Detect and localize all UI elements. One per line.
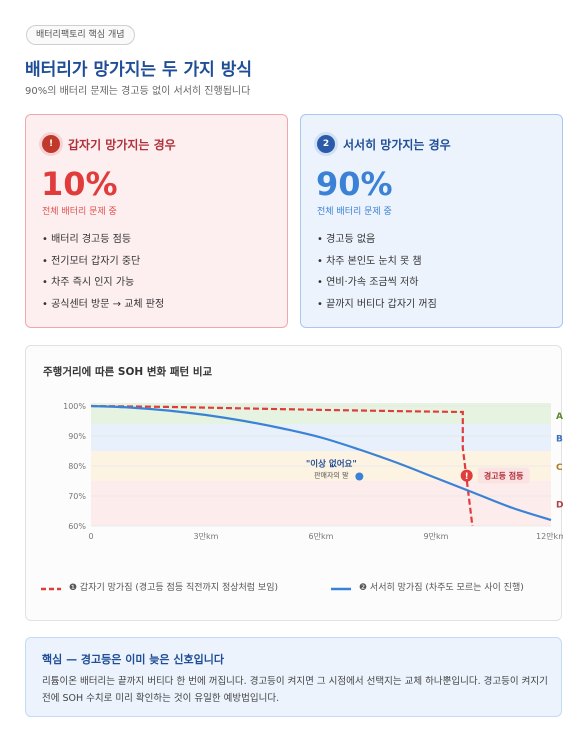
seller-claim-label: "이상 없어요" [306, 459, 357, 470]
sudden-failure-series-line [90, 404, 474, 527]
zone-band-a [91, 403, 551, 424]
list-item: • 공식센터 방문 → 교체 판정 [42, 298, 165, 310]
legend-gradual: ❷ 서서히 망가짐 (차주도 모르는 사이 진행) [331, 581, 556, 595]
sudden-failure-header: ! 갑자기 망가지는 경우 [42, 135, 176, 153]
y-tick-label: 100% [63, 402, 86, 411]
list-item: • 끝까지 버티다 갑자기 꺼짐 [317, 298, 437, 310]
zone-label-c: C [556, 463, 563, 473]
list-item: • 차주 본인도 눈치 못 챔 [317, 255, 422, 267]
note-title: 핵심 — 경고등은 이미 늦은 신호입니다 [42, 653, 224, 666]
gradual-failure-series-line [90, 404, 552, 522]
list-item: • 전기모터 갑자기 중단 [42, 255, 141, 267]
sudden-failure-caption: 전체 배터리 문제 중 [42, 207, 117, 217]
legend-sudden: ❶ 갑자기 망가짐 (경고등 점등 직전까지 정상처럼 보임) [41, 581, 311, 595]
x-tick-label: 12만km [536, 532, 563, 541]
exclamation-icon: ! [42, 135, 60, 153]
gradual-failure-header: 2 서서히 망가지는 경우 [317, 135, 451, 153]
y-tick-label: 80% [68, 462, 86, 471]
sudden-failure-list: • 배터리 경고등 점등 • 전기모터 갑자기 중단 • 차주 즉시 인지 가능… [42, 229, 164, 315]
zone-band-d [91, 481, 551, 526]
x-tick-label: 6만km [309, 532, 334, 541]
chart-title: 주행거리에 따른 SOH 변화 패턴 비교 [43, 366, 213, 378]
gradual-failure-list: • 경고등 없음 • 차주 본인도 눈치 못 챔 • 연비·가속 조금씩 저하 … [317, 229, 437, 315]
soh-chart: A B C D 60% 70% 80% 90% 100% 0 3만km 6만km 9만km 12만km "이… [63, 402, 563, 541]
y-tick-label: 60% [68, 522, 86, 531]
sudden-failure-card: ! 갑자기 망가지는 경우 10% 전체 배터리 문제 중 • 배터리 경고등 … [25, 114, 288, 328]
seller-claim-sublabel: 판매자의 말 [314, 471, 349, 480]
warning-exclamation-icon: ! [465, 472, 469, 482]
x-tick-label: 9만km [424, 532, 449, 541]
gradual-failure-caption: 전체 배터리 문제 중 [317, 207, 392, 217]
legend-solid-line-icon [331, 587, 351, 591]
x-tick-label: 0 [88, 532, 93, 541]
warning-label: 경고등 점등 [484, 471, 524, 481]
seller-claim-point [355, 472, 364, 481]
legend-gradual-label: ❷ 서서히 망가짐 (차주도 모르는 사이 진행) [359, 583, 524, 593]
list-item: • 경고등 없음 [317, 234, 376, 245]
soh-chart-panel: A B C D 60% 70% 80% 90% 100% 0 3만km 6만km 9만km 12만km "이… [25, 345, 563, 621]
list-item: • 연비·가속 조금씩 저하 [317, 277, 419, 288]
number-two-icon: 2 [317, 135, 335, 153]
gradual-failure-percent: 90% [316, 165, 393, 203]
legend-sudden-label: ❶ 갑자기 망가짐 (경고등 점등 직전까지 정상처럼 보임) [69, 583, 278, 593]
warning-label-bg [477, 467, 530, 484]
sudden-failure-title: 갑자기 망가지는 경우 [68, 137, 176, 152]
zone-label-a: A [556, 412, 563, 422]
zone-label-d: D [556, 501, 563, 511]
zone-label-b: B [556, 435, 563, 445]
category-badge: 배터리팩토리 핵심 개념 [26, 25, 135, 45]
x-tick-label: 3만km [194, 532, 219, 541]
legend-dashed-line-icon [41, 587, 61, 591]
list-item: • 배터리 경고등 점등 [42, 234, 132, 245]
y-tick-label: 90% [68, 432, 86, 441]
sudden-failure-percent: 10% [41, 165, 118, 203]
gradual-failure-card: 2 서서히 망가지는 경우 90% 전체 배터리 문제 중 • 경고등 없음 •… [300, 114, 563, 328]
page-title: 배터리가 망가지는 두 가지 방식 [25, 60, 252, 80]
gradual-failure-title: 서서히 망가지는 경우 [343, 137, 451, 152]
y-tick-label: 70% [68, 492, 86, 501]
page-subtitle: 90%의 배터리 문제는 경고등 없이 서서히 진행됩니다 [25, 86, 251, 97]
warning-light-icon [460, 469, 473, 482]
key-note-box: 핵심 — 경고등은 이미 늦은 신호입니다 리튬이온 배터리는 끝까지 버티다 … [25, 637, 562, 717]
list-item: • 차주 즉시 인지 가능 [42, 277, 135, 288]
note-body: 리튬이온 배터리는 끝까지 버티다 한 번에 꺼집니다. 경고등이 켜지면 그 … [42, 676, 548, 704]
